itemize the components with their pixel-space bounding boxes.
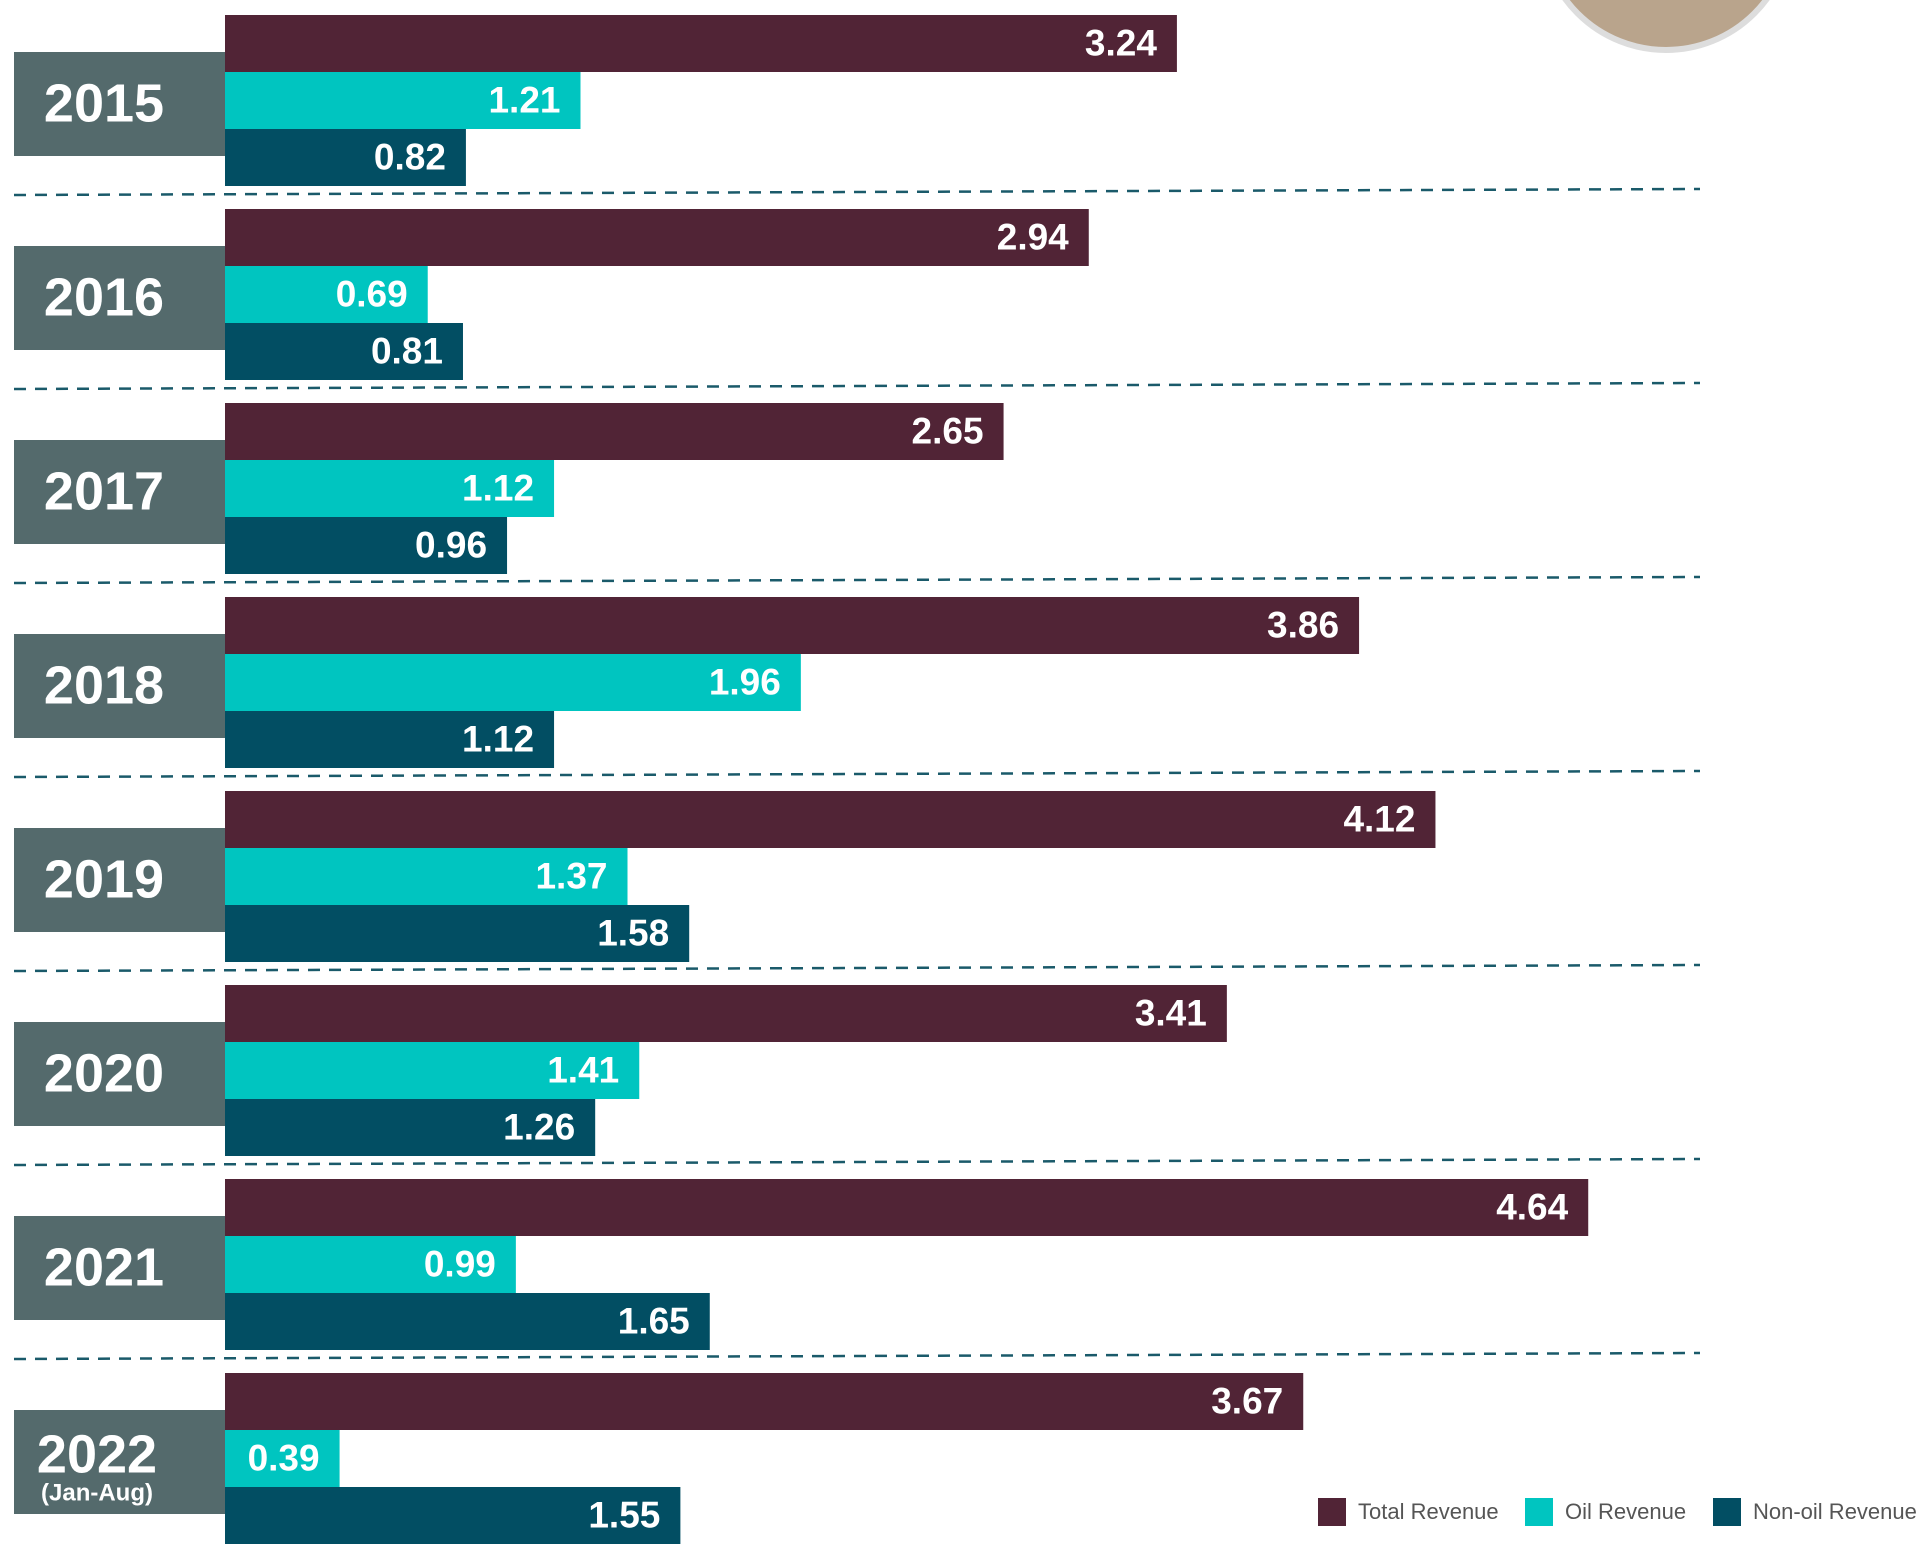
value-label: 3.67 [1211,1380,1283,1421]
dashed-separator [14,965,1700,971]
bar [225,1373,1303,1430]
value-label: 1.55 [588,1494,660,1535]
bar [225,985,1227,1042]
page: {"chart_data": {"type": "hbar", "categor… [0,0,1932,1544]
value-label: 0.96 [415,524,487,565]
bar [225,1179,1588,1236]
dashed-separator [14,1353,1700,1359]
value-label: 2.94 [997,216,1069,257]
value-label: 1.41 [547,1049,619,1090]
value-label: 1.26 [503,1106,575,1147]
category-note: (Jan-Aug) [41,1479,153,1506]
bar [225,597,1359,654]
category-label: 2019 [44,849,164,909]
bar [225,209,1089,266]
category-label: 2020 [44,1043,164,1103]
value-label: 1.37 [535,855,607,896]
legend-swatch [1713,1498,1741,1526]
dashed-separator [14,189,1700,195]
value-label: 0.82 [374,136,446,177]
value-label: 1.12 [462,467,534,508]
value-label: 0.39 [248,1437,320,1478]
legend-swatch [1318,1498,1346,1526]
dashed-separator [14,383,1700,389]
value-label: 3.24 [1085,22,1157,63]
value-label: 3.86 [1267,604,1339,645]
category-label: 2017 [44,461,164,521]
value-label: 1.12 [462,718,534,759]
dashed-separator [14,771,1700,777]
value-label: 3.41 [1135,992,1207,1033]
dashed-separator [14,1159,1700,1165]
bar [225,791,1435,848]
decorative-photo [1541,0,1791,50]
value-label: 0.99 [424,1243,496,1284]
dashed-separator [14,577,1700,583]
legend-label: Oil Revenue [1565,1499,1686,1524]
value-label: 4.12 [1343,798,1415,839]
bar [225,403,1004,460]
category-label: 2016 [44,267,164,327]
chart: 2015 3.24 1.21 0.82 2016 2.94 0.69 0.81 2017 2.65… [0,0,1932,1544]
value-label: 1.58 [597,912,669,953]
category-label: 2021 [44,1237,164,1297]
category-label: 2022 [37,1424,157,1484]
value-label: 0.69 [336,273,408,314]
bar [225,15,1177,72]
legend-label: Total Revenue [1358,1499,1499,1524]
category-label: 2015 [44,73,164,133]
value-label: 1.65 [618,1300,690,1341]
legend-swatch [1525,1498,1553,1526]
value-label: 1.21 [488,79,560,120]
value-label: 4.64 [1496,1186,1568,1227]
legend-label: Non-oil Revenue [1753,1499,1917,1524]
category-label: 2018 [44,655,164,715]
value-label: 2.65 [912,410,984,451]
value-label: 1.96 [709,661,781,702]
value-label: 0.81 [371,330,443,371]
